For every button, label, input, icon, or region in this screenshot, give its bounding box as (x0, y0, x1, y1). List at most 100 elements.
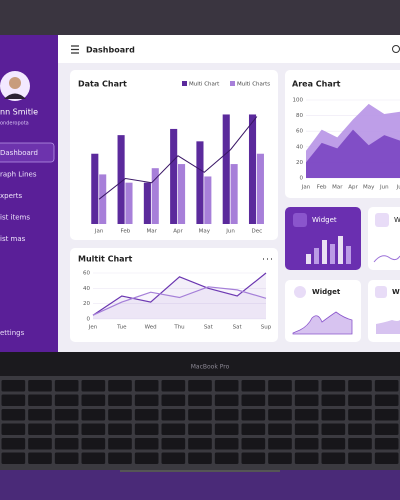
key (1, 394, 26, 406)
legend-label: Multi Charts (237, 82, 270, 88)
key (294, 409, 319, 421)
key (54, 409, 79, 421)
line (92, 272, 267, 316)
x-tick-label: Jen (88, 325, 98, 331)
active-menu[interactable] (0, 142, 55, 163)
widget-bar (314, 248, 319, 264)
back-wall (0, 0, 400, 36)
key (28, 409, 52, 421)
widget-title: W (394, 216, 400, 224)
x-tick-label: Jun (225, 229, 235, 235)
x-tick-label: Apr (173, 229, 183, 235)
x-tick-label: Jan (94, 229, 104, 235)
menu-item[interactable]: ist items (0, 214, 30, 222)
y-tick-label: 20 (296, 160, 303, 166)
key (188, 438, 212, 450)
key (348, 409, 372, 421)
x-tick-label: Dec (252, 229, 263, 235)
key (28, 452, 52, 464)
key (81, 438, 106, 450)
y-tick-label: 40 (296, 144, 303, 150)
key (54, 394, 79, 406)
widget-title: Widget (312, 288, 341, 296)
key (28, 423, 52, 435)
x-tick-label: Feb (317, 185, 327, 191)
x-tick-label: Tue (116, 325, 127, 331)
y-tick-label: 40 (83, 286, 90, 292)
key (321, 409, 346, 421)
widget-sparkline (292, 311, 353, 335)
x-tick-label: Wed (145, 325, 157, 331)
key (321, 438, 346, 450)
key (374, 394, 399, 406)
key (348, 394, 372, 406)
widget-bar (306, 254, 311, 264)
key (268, 409, 292, 421)
trackpad (120, 470, 280, 472)
key (81, 394, 106, 406)
key (161, 438, 186, 450)
key (268, 423, 292, 435)
key (81, 409, 106, 421)
key (374, 423, 399, 435)
key (374, 438, 399, 450)
x-tick-label: Sup (261, 325, 272, 331)
legend-swatch (182, 81, 187, 86)
key (108, 380, 132, 392)
widget-sparkline (376, 320, 400, 334)
card (70, 248, 278, 342)
key (108, 409, 132, 421)
bar (230, 164, 238, 224)
widget-icon (293, 213, 307, 227)
key (348, 452, 372, 464)
y-tick-label: 0 (300, 176, 304, 182)
widget-icon (294, 286, 306, 298)
key (161, 452, 186, 464)
menu-item[interactable]: ettings (0, 329, 25, 337)
bezel (0, 352, 400, 376)
menu-item[interactable]: xperts (0, 192, 23, 200)
widget-icon (375, 286, 387, 298)
y-tick-label: 100 (293, 98, 304, 104)
menu-icon[interactable] (71, 45, 79, 54)
key (161, 394, 186, 406)
widget-bar (330, 244, 335, 264)
menu-item[interactable]: ist mas (0, 235, 26, 243)
bar (125, 182, 133, 224)
key (108, 423, 132, 435)
y-tick-label: 0 (87, 317, 91, 323)
key (268, 394, 292, 406)
x-tick-label: May (363, 185, 375, 191)
key (188, 423, 212, 435)
desk (0, 470, 400, 500)
widget-bar (346, 246, 351, 264)
x-tick-label: Jun (379, 185, 389, 191)
key (214, 409, 239, 421)
key (188, 394, 212, 406)
bar (222, 114, 230, 224)
menu-item[interactable]: raph Lines (0, 171, 37, 179)
y-tick-label: 60 (296, 129, 303, 135)
key (268, 380, 292, 392)
key (161, 423, 186, 435)
key (134, 438, 159, 450)
widget-icon (375, 213, 389, 227)
key (294, 423, 319, 435)
key (134, 452, 159, 464)
key (161, 409, 186, 421)
widget-title: W (392, 288, 400, 296)
key (294, 438, 319, 450)
key (108, 452, 132, 464)
key (348, 380, 372, 392)
key (188, 380, 212, 392)
key (214, 380, 239, 392)
bar (178, 164, 186, 224)
key (321, 423, 346, 435)
key (54, 438, 79, 450)
line-fill (93, 273, 266, 319)
widget-title: Widget (312, 216, 337, 224)
key (1, 409, 26, 421)
menu-item[interactable]: Dashboard (0, 149, 38, 157)
x-tick-label: Jan (301, 185, 311, 191)
x-tick-label: Sat (204, 325, 214, 331)
